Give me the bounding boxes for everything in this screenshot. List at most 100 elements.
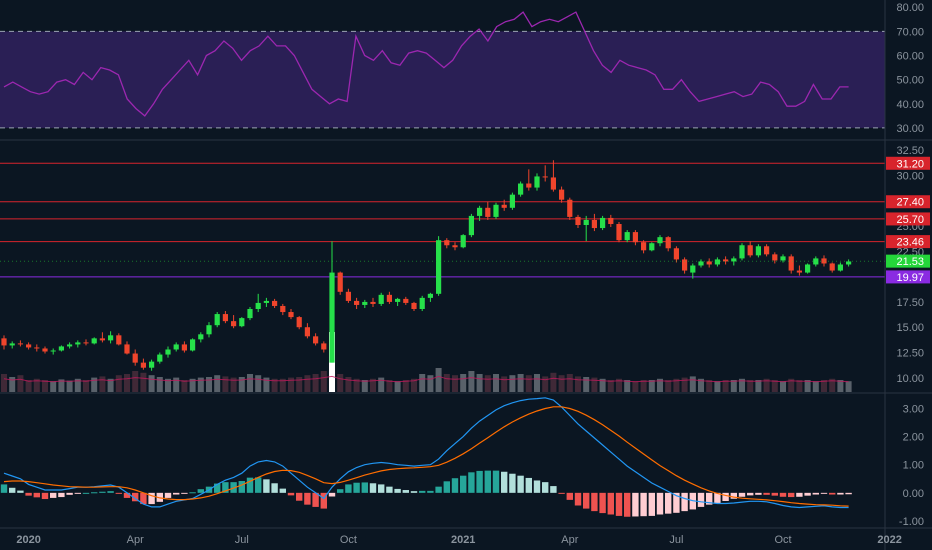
candle-body[interactable] — [222, 314, 228, 322]
candle-body[interactable] — [132, 353, 138, 363]
candle-body[interactable] — [829, 263, 835, 271]
candle-body[interactable] — [805, 264, 811, 273]
candle-body[interactable] — [485, 207, 491, 217]
candle-body[interactable] — [116, 335, 122, 345]
candle-body[interactable] — [624, 232, 630, 241]
candle-body[interactable] — [509, 194, 515, 208]
candle-body[interactable] — [591, 219, 597, 229]
candle-body[interactable] — [403, 298, 409, 303]
candle-body[interactable] — [83, 342, 89, 344]
candle-body[interactable] — [17, 343, 23, 345]
candle-body[interactable] — [698, 261, 704, 266]
candle-body[interactable] — [386, 294, 392, 302]
candle-body[interactable] — [796, 270, 802, 273]
candle-body[interactable] — [550, 177, 556, 190]
candle-body[interactable] — [206, 325, 212, 335]
candle-body[interactable] — [788, 256, 794, 271]
candle-body[interactable] — [354, 300, 360, 305]
candle-body[interactable] — [739, 245, 745, 259]
candle-body[interactable] — [534, 176, 540, 188]
candle-body[interactable] — [26, 344, 32, 348]
candle-body[interactable] — [559, 189, 565, 200]
candle-body[interactable] — [91, 338, 97, 344]
rsi-panel[interactable]: 80.00 70.00 60.00 50.00 40.00 30.00 — [0, 2, 924, 135]
candle-body[interactable] — [337, 272, 343, 292]
candle-body[interactable] — [731, 258, 737, 262]
candle-body[interactable] — [149, 361, 155, 368]
candle-body[interactable] — [575, 216, 581, 226]
candle-body[interactable] — [157, 354, 163, 362]
candle-body[interactable] — [452, 245, 458, 248]
candle-body[interactable] — [600, 217, 606, 229]
candle-body[interactable] — [67, 344, 73, 347]
candle-body[interactable] — [657, 237, 663, 244]
candle-body[interactable] — [255, 302, 261, 310]
candle-body[interactable] — [370, 301, 376, 304]
candle-body[interactable] — [313, 336, 319, 344]
candle-body[interactable] — [34, 347, 40, 349]
candle-body[interactable] — [362, 301, 368, 305]
candle-body[interactable] — [99, 338, 105, 341]
candle-body[interactable] — [411, 302, 417, 310]
candle-body[interactable] — [755, 246, 761, 256]
candle-body[interactable] — [198, 334, 204, 340]
candle-body[interactable] — [190, 339, 196, 351]
candle-body[interactable] — [682, 259, 688, 271]
candle-body[interactable] — [518, 183, 524, 195]
candle-body[interactable] — [395, 298, 401, 302]
candle-body[interactable] — [239, 318, 245, 327]
candle-body[interactable] — [50, 350, 56, 352]
candle-body[interactable] — [501, 204, 507, 208]
candle-body[interactable] — [427, 293, 433, 298]
candle-body[interactable] — [723, 259, 729, 262]
candle-body[interactable] — [436, 240, 442, 294]
candle-body[interactable] — [173, 344, 179, 350]
candle-body[interactable] — [345, 291, 351, 301]
candle-body[interactable] — [263, 300, 269, 303]
price-panel[interactable]: 32.5030.0027.5025.0022.5017.5015.0012.50… — [0, 145, 930, 392]
candle-body[interactable] — [583, 219, 589, 226]
candle-body[interactable] — [477, 207, 483, 216]
candle-body[interactable] — [280, 305, 286, 313]
candle-body[interactable] — [714, 259, 720, 265]
macd-panel[interactable]: 3.00 2.00 1.00 0.00 -1.00 — [0, 397, 924, 528]
candle-body[interactable] — [526, 183, 532, 188]
candle-body[interactable] — [321, 343, 327, 350]
candle-body[interactable] — [329, 272, 335, 363]
candle-body[interactable] — [304, 327, 310, 337]
candle-body[interactable] — [181, 344, 187, 351]
candle-body[interactable] — [214, 314, 220, 326]
candle-body[interactable] — [444, 240, 450, 246]
candle-body[interactable] — [460, 235, 466, 248]
candle-body[interactable] — [165, 349, 171, 355]
candle-body[interactable] — [1, 338, 7, 346]
candle-body[interactable] — [772, 254, 778, 261]
candle-body[interactable] — [124, 344, 130, 354]
candle-body[interactable] — [75, 342, 81, 345]
candle-body[interactable] — [641, 242, 647, 251]
candle-body[interactable] — [665, 237, 671, 249]
candle-body[interactable] — [140, 362, 146, 368]
candle-body[interactable] — [542, 176, 548, 178]
candle-body[interactable] — [272, 300, 278, 306]
candle-body[interactable] — [706, 261, 712, 265]
candle-body[interactable] — [493, 204, 499, 217]
candle-body[interactable] — [764, 246, 770, 255]
candle-body[interactable] — [247, 309, 253, 319]
candle-body[interactable] — [837, 264, 843, 271]
candle-body[interactable] — [813, 258, 819, 265]
candle-body[interactable] — [608, 217, 614, 224]
candle-body[interactable] — [747, 245, 753, 256]
candle-body[interactable] — [649, 243, 655, 251]
candle-body[interactable] — [378, 294, 384, 304]
candle-body[interactable] — [108, 335, 114, 341]
candle-body[interactable] — [846, 261, 852, 265]
candle-body[interactable] — [632, 232, 638, 243]
candle-body[interactable] — [296, 317, 302, 328]
candle-body[interactable] — [288, 312, 294, 318]
candle-body[interactable] — [673, 248, 679, 260]
candle-body[interactable] — [9, 343, 15, 346]
candle-body[interactable] — [58, 346, 64, 351]
candle-body[interactable] — [690, 265, 696, 273]
